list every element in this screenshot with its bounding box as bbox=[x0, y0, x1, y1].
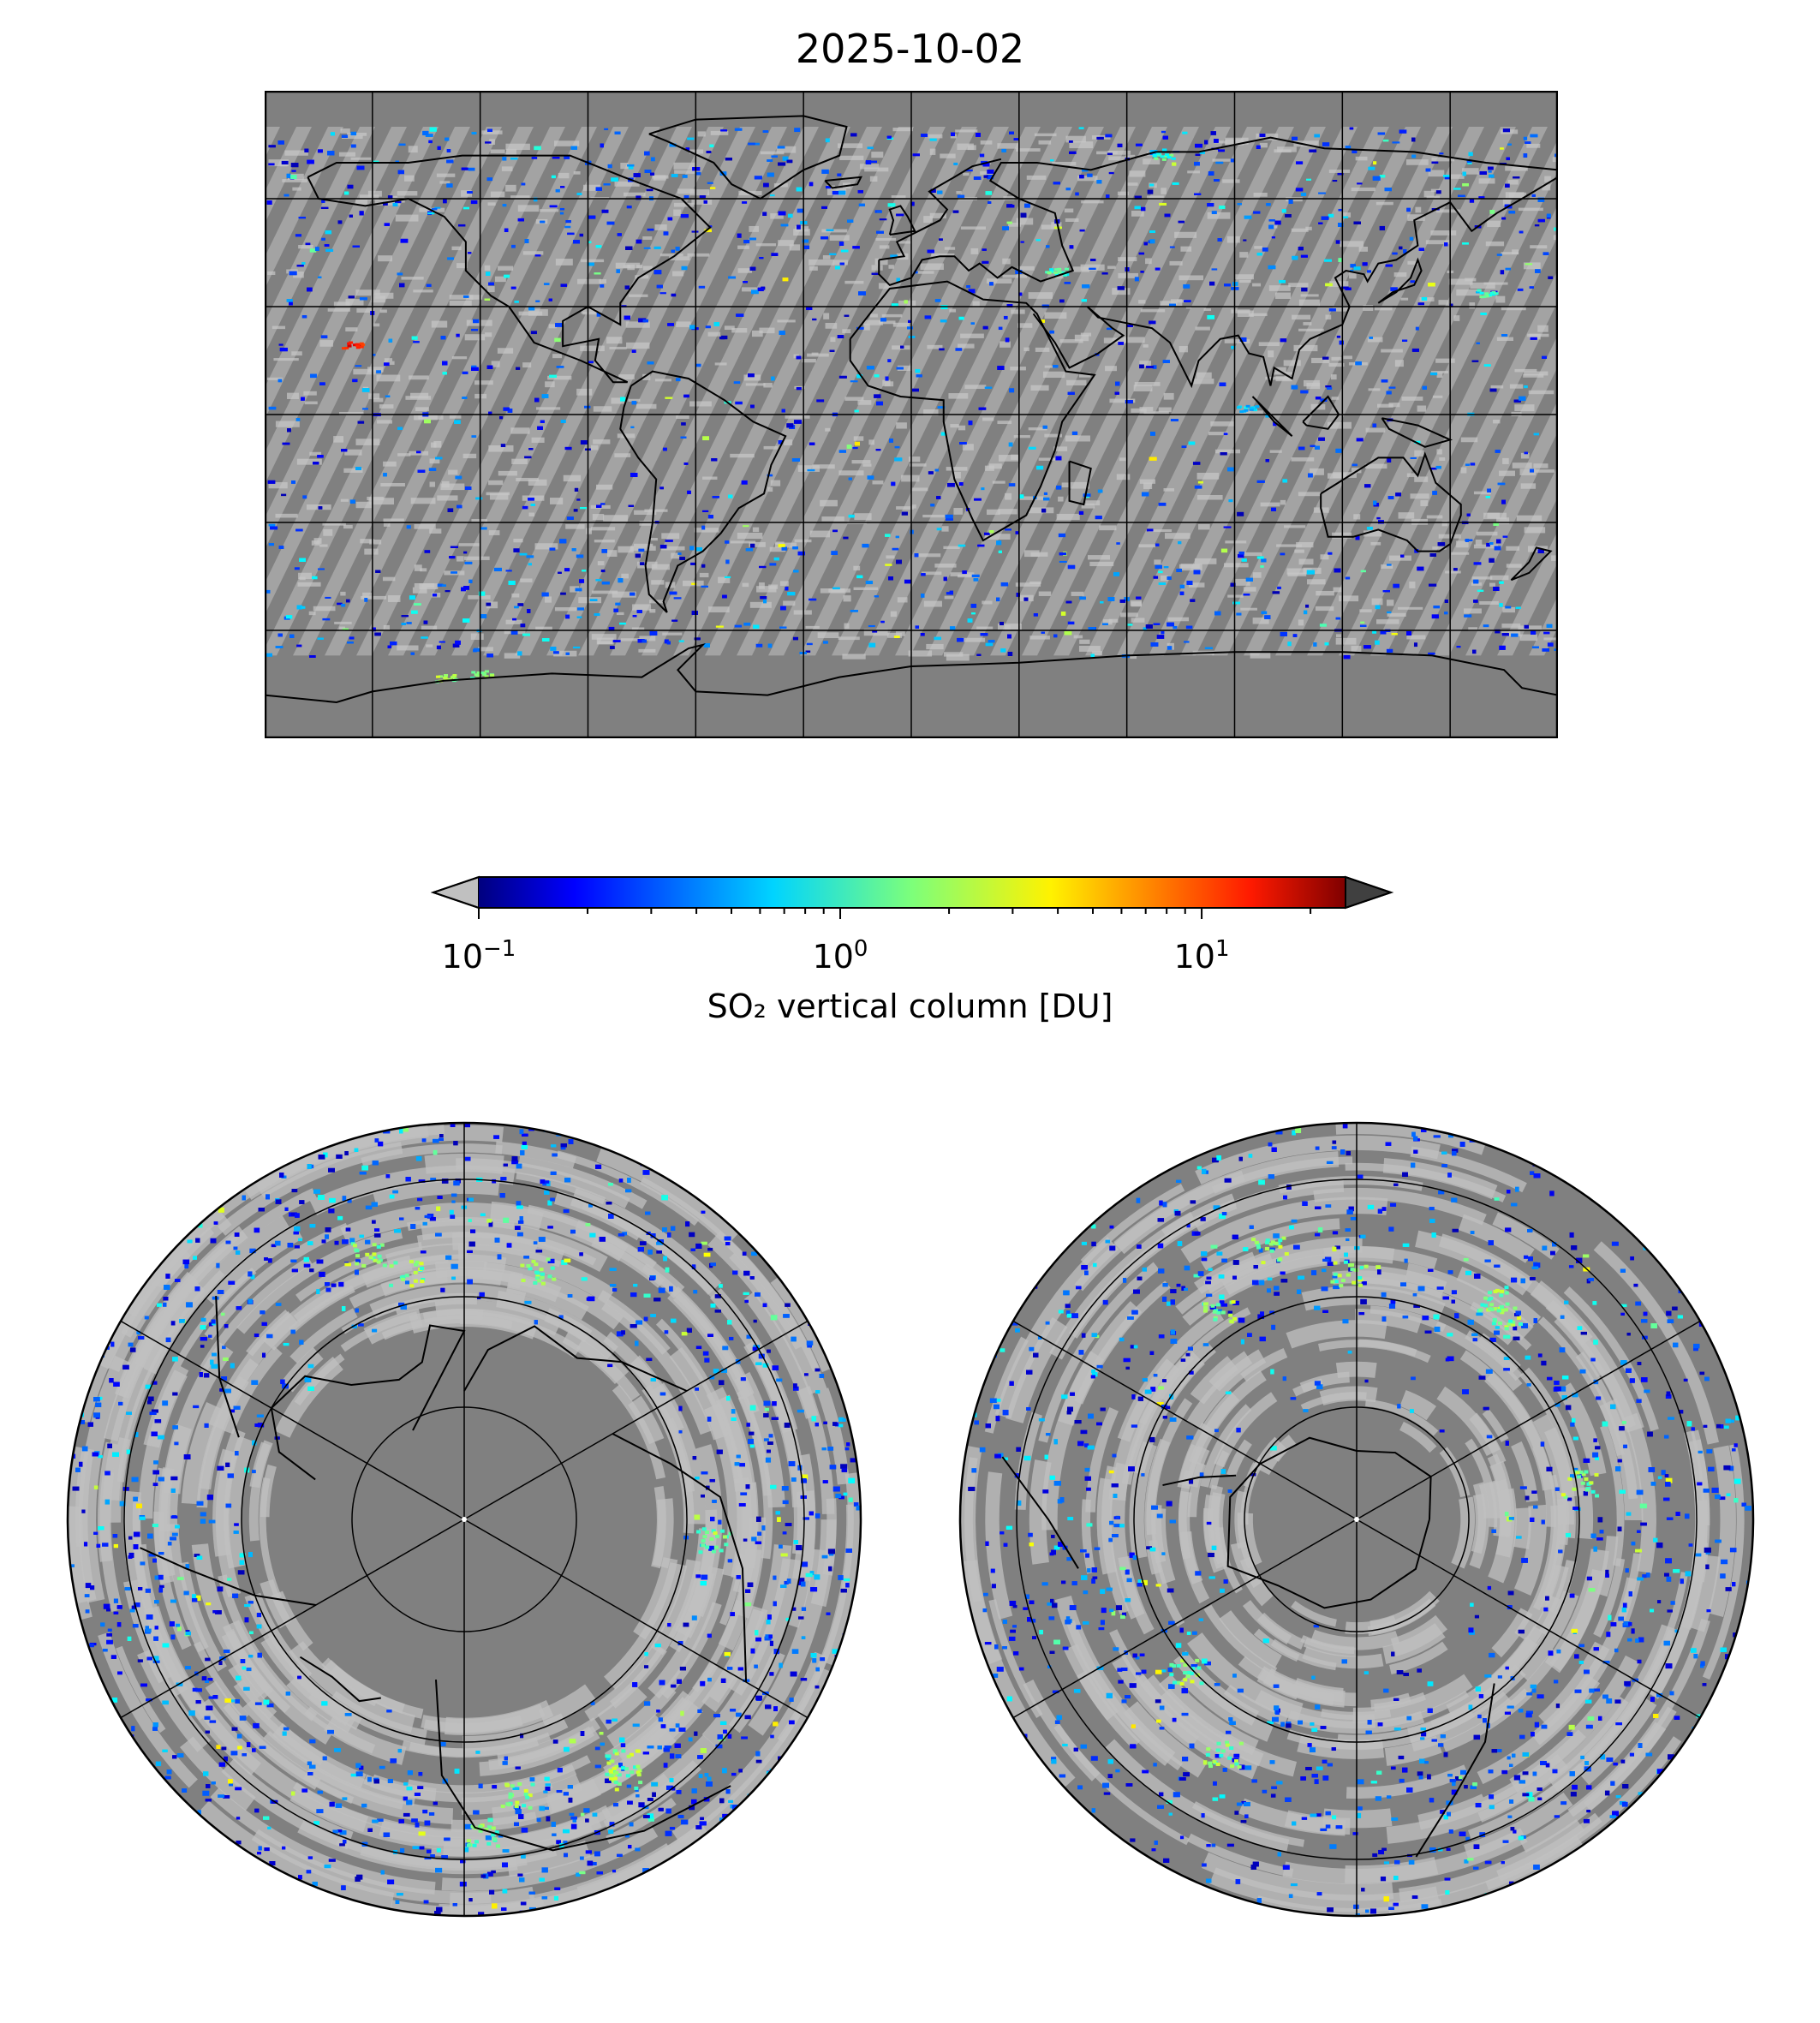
world-data-swaths bbox=[265, 127, 1558, 661]
south-so2-pixels bbox=[968, 1123, 1753, 1916]
north-map-frame bbox=[66, 1121, 862, 1918]
colorbar-tick-label: 101 bbox=[1173, 936, 1230, 976]
north-coastlines bbox=[140, 1295, 748, 1852]
south-map-frame bbox=[958, 1121, 1755, 1918]
map-title: 2025-10-02 bbox=[795, 26, 1025, 72]
colorbar bbox=[430, 875, 1394, 919]
world-map-frame bbox=[265, 91, 1558, 738]
south-data-rings bbox=[960, 1123, 1745, 1916]
world-so2-pixels bbox=[265, 127, 1558, 683]
world-map bbox=[265, 91, 1558, 738]
south-gridlines bbox=[1012, 1123, 1701, 1916]
colorbar-ticks bbox=[478, 908, 1312, 919]
north-data-rings bbox=[68, 1123, 861, 1916]
south-coastlines bbox=[1001, 1436, 1495, 1858]
colorbar-tick-label: 100 bbox=[812, 936, 868, 976]
colorbar-gradient bbox=[479, 877, 1346, 908]
north-polar-map bbox=[66, 1121, 862, 1918]
world-gridlines bbox=[265, 91, 1558, 738]
colorbar-label: SO₂ vertical column [DU] bbox=[707, 988, 1113, 1025]
colorbar-over-arrow bbox=[1345, 875, 1394, 910]
north-so2-pixels bbox=[69, 1123, 861, 1916]
colorbar-under-arrow bbox=[430, 875, 480, 910]
colorbar-tick-label: 10−1 bbox=[441, 936, 516, 976]
north-gridlines bbox=[120, 1123, 809, 1916]
south-polar-map bbox=[958, 1121, 1755, 1918]
